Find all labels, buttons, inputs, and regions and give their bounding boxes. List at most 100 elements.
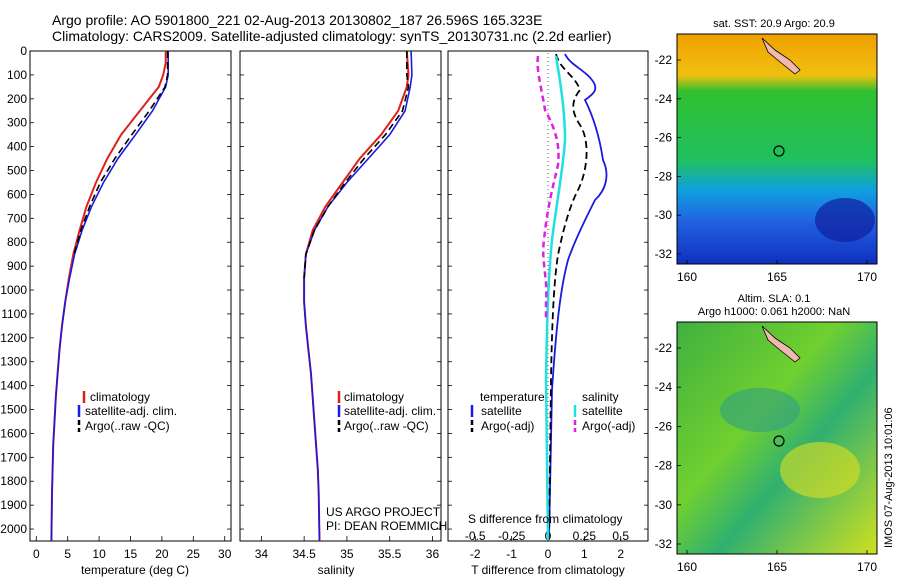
top-tick-label: 0.25	[573, 529, 597, 543]
legend-sal-satellite: satellite	[582, 404, 623, 418]
legend-sal-argo: Argo(-adj)	[582, 419, 635, 433]
sla-high-patch	[780, 442, 860, 498]
legend-satellite: satellite-adj. clim.	[344, 404, 436, 418]
temperature-argo-line	[73, 51, 169, 255]
difference-xlabel: T difference from climatology	[471, 563, 625, 577]
map-lon-label: 165	[767, 270, 787, 284]
sla-map-title1: Altim. SLA: 0.1	[738, 293, 811, 305]
x-tick-label: 20	[155, 547, 169, 561]
x-tick-label: 25	[187, 547, 201, 561]
sst-map-title: sat. SST: 20.9 Argo: 20.9	[713, 18, 835, 30]
diff-sal-satellite-line	[544, 55, 567, 541]
top-tick-label: -0.25	[498, 529, 526, 543]
map-lon-label: 160	[677, 560, 697, 574]
map-lon-label: 170	[857, 270, 877, 284]
pressure-tick-label: 1400	[0, 379, 27, 393]
salinity-satellite-line	[303, 50, 413, 542]
salinity-legend: climatology satellite-adj. clim. Argo(..…	[337, 390, 436, 433]
pressure-tick-label: 1700	[0, 450, 27, 464]
pressure-tick-label: 1500	[0, 403, 27, 417]
s-difference-label: S difference from climatology	[468, 512, 623, 526]
legend-argo: Argo(..raw -QC)	[85, 419, 170, 433]
diff-temp-satellite-line	[548, 53, 608, 541]
pressure-tick-label: 400	[7, 140, 27, 154]
x-tick-label: 10	[92, 547, 106, 561]
pressure-tick-label: 1000	[0, 283, 27, 297]
header-line2: Climatology: CARS2009. Satellite-adjuste…	[52, 28, 612, 44]
map-lat-label: -28	[655, 169, 673, 183]
map-lat-label: -30	[655, 498, 673, 512]
x-tick-label: 15	[124, 547, 138, 561]
sst-map: sat. SST: 20.9 Argo: 20.9 -22-24-26-28-	[655, 18, 878, 284]
temperature-panel	[29, 50, 232, 542]
map-lat-label: -30	[655, 208, 673, 222]
legend-satellite: satellite-adj. clim.	[85, 404, 177, 418]
x-tick-label: 34	[255, 547, 269, 561]
x-tick-label: -2	[470, 547, 481, 561]
x-tick-label: 34.5	[292, 547, 316, 561]
pressure-tick-label: 2000	[0, 522, 27, 536]
x-tick-label: 30	[218, 547, 232, 561]
map-lon-label: 165	[767, 560, 787, 574]
diff-sal-argo-line	[536, 55, 560, 320]
legend-temp-argo: Argo(-adj)	[481, 419, 534, 433]
temperature-legend: climatology satellite-adj. clim. Argo(..…	[77, 390, 177, 433]
x-tick-label: 0	[33, 547, 40, 561]
map-lat-label: -32	[655, 537, 673, 551]
x-tick-label: 1	[581, 547, 588, 561]
imos-stamp: IMOS 07-Aug-2013 10:01:06	[883, 407, 895, 548]
map-lat-label: -26	[655, 131, 673, 145]
difference-legend: temperature satellite Argo(-adj) salinit…	[470, 390, 635, 433]
map-lat-label: -24	[655, 380, 673, 394]
credit-pi: PI: DEAN ROEMMICH	[326, 519, 447, 533]
pressure-tick-label: 200	[7, 92, 27, 106]
map-lat-label: -24	[655, 92, 673, 106]
pressure-tick-label: 1100	[1, 307, 27, 321]
map-lat-label: -22	[655, 341, 673, 355]
legend-temperature-title: temperature	[480, 390, 545, 404]
sla-low-patch	[720, 388, 800, 432]
credit-project: US ARGO PROJECT	[326, 505, 441, 519]
argo-location-marker	[773, 145, 785, 157]
x-tick-label: -1	[506, 547, 517, 561]
map-lon-label: 160	[677, 270, 697, 284]
temperature-satellite-line	[50, 51, 169, 542]
legend-argo: Argo(..raw -QC)	[344, 419, 429, 433]
salinity-xlabel: salinity	[318, 563, 355, 577]
pressure-tick-label: 300	[7, 116, 27, 130]
pressure-tick-label: 0	[20, 44, 27, 58]
temperature-x-axis: 0 5 10 15 20 25 30	[33, 536, 232, 561]
pressure-tick-label: 1900	[0, 498, 27, 512]
legend-temp-satellite: satellite	[481, 404, 522, 418]
pressure-tick-label: 1600	[0, 426, 27, 440]
legend-climatology: climatology	[344, 390, 404, 404]
top-tick-label: -0.5	[465, 529, 486, 543]
land-new-caledonia	[761, 325, 801, 363]
pressure-tick-label: 900	[7, 259, 27, 273]
pressure-tick-label: 500	[7, 164, 27, 178]
pressure-tick-label: 1200	[0, 331, 27, 345]
salinity-argo-line	[303, 51, 410, 279]
pressure-tick-label: 100	[7, 68, 27, 82]
pressure-tick-label: 800	[7, 235, 27, 249]
pressure-axis: 0 100 200 300 400 500 600 700 800 900 1000 1100 1200…	[0, 44, 648, 536]
sla-map-title2: Argo h1000: 0.061 h2000: NaN	[698, 306, 850, 318]
pressure-tick-label: 700	[7, 211, 27, 225]
map-lon-label: 170	[857, 560, 877, 574]
diff-temp-argo-line	[548, 53, 588, 541]
legend-climatology: climatology	[90, 390, 150, 404]
header-line1: Argo profile: AO 5901800_221 02-Aug-2013…	[52, 12, 542, 28]
pressure-tick-label: 1300	[0, 355, 27, 369]
legend-salinity-title: salinity	[582, 390, 619, 404]
temperature-climatology-line	[50, 51, 167, 542]
sla-map-image	[676, 321, 878, 555]
x-tick-label: 2	[617, 547, 624, 561]
salinity-x-axis: 34 34.5 35 35.5 36	[255, 536, 440, 561]
x-tick-label: 0	[545, 547, 552, 561]
x-tick-label: 36	[426, 547, 440, 561]
pressure-tick-label: 1800	[0, 474, 27, 488]
salinity-panel	[239, 50, 442, 542]
map-lat-label: -26	[655, 419, 673, 433]
pressure-tick-label: 600	[7, 187, 27, 201]
